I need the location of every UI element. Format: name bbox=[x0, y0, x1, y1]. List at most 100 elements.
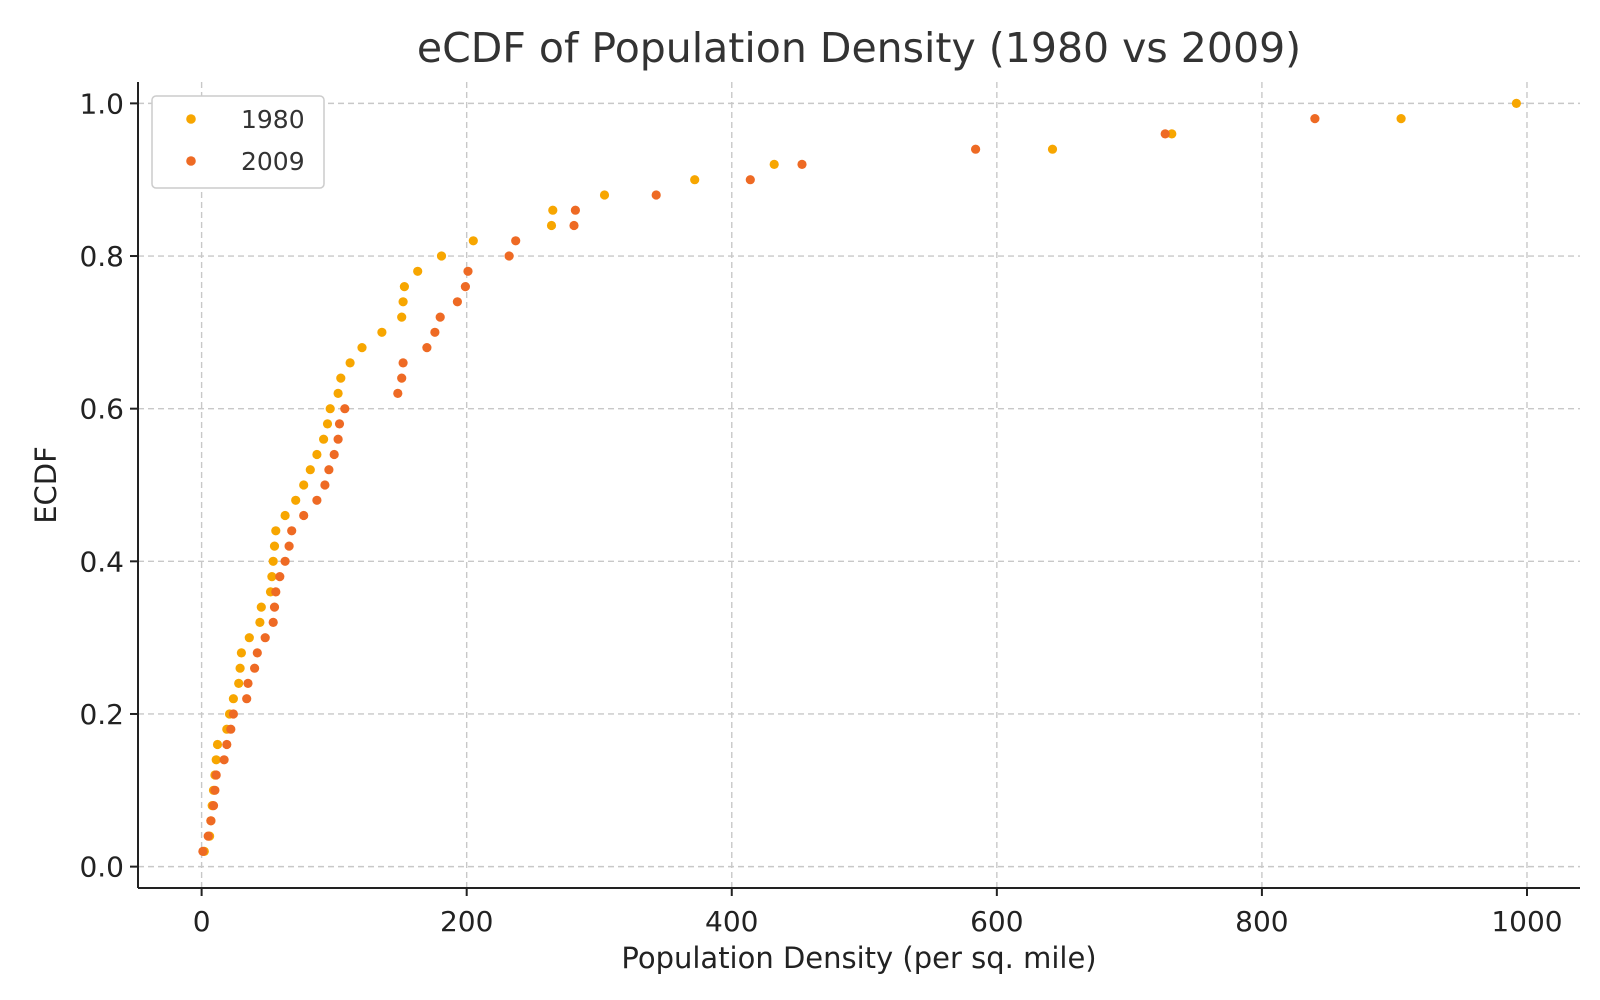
data-point-2009 bbox=[393, 388, 403, 398]
data-point-2009 bbox=[275, 572, 285, 582]
legend: 1980 2009 bbox=[151, 95, 325, 189]
data-points bbox=[198, 98, 1521, 857]
data-point-2009 bbox=[745, 175, 755, 185]
data-point-2009 bbox=[271, 587, 281, 597]
data-point-1980 bbox=[1167, 129, 1177, 139]
data-point-2009 bbox=[460, 282, 470, 292]
data-point-1980 bbox=[236, 648, 246, 658]
data-point-2009 bbox=[333, 434, 343, 444]
data-point-1980 bbox=[234, 678, 244, 689]
y-tick-label: 1.0 bbox=[79, 87, 124, 120]
data-point-1980 bbox=[1047, 144, 1058, 154]
y-axis-label: ECDF bbox=[29, 446, 63, 524]
data-point-1980 bbox=[325, 404, 335, 414]
x-tick-label: 1000 bbox=[1491, 905, 1562, 938]
data-point-1980 bbox=[228, 694, 238, 704]
data-point-2009 bbox=[435, 312, 445, 322]
y-tick-label: 0.4 bbox=[79, 545, 124, 578]
data-point-1980 bbox=[319, 434, 329, 444]
data-point-1980 bbox=[690, 175, 700, 185]
data-point-2009 bbox=[1160, 129, 1170, 139]
data-point-2009 bbox=[452, 297, 462, 307]
data-point-2009 bbox=[242, 694, 252, 704]
data-point-2009 bbox=[287, 526, 297, 536]
data-point-2009 bbox=[312, 495, 322, 505]
y-tick-label: 0.6 bbox=[79, 393, 124, 426]
y-tick-label: 0.0 bbox=[79, 851, 124, 884]
data-point-2009 bbox=[1310, 114, 1320, 124]
data-point-2009 bbox=[463, 266, 473, 276]
data-point-1980 bbox=[211, 755, 221, 765]
legend-label-1980: 1980 bbox=[241, 105, 305, 134]
data-point-2009 bbox=[268, 617, 278, 628]
data-point-2009 bbox=[203, 831, 213, 841]
data-point-2009 bbox=[299, 510, 309, 521]
data-point-1980 bbox=[413, 266, 423, 276]
data-point-1980 bbox=[235, 663, 245, 673]
data-point-1980 bbox=[299, 480, 309, 490]
data-point-1980 bbox=[468, 236, 478, 246]
data-point-1980 bbox=[305, 465, 315, 475]
data-point-2009 bbox=[228, 709, 238, 719]
data-point-1980 bbox=[398, 297, 408, 307]
y-tick-label: 0.2 bbox=[79, 698, 124, 731]
data-point-2009 bbox=[340, 404, 350, 414]
legend-marker-1980 bbox=[186, 114, 196, 124]
data-point-1980 bbox=[312, 449, 322, 460]
data-point-2009 bbox=[198, 846, 208, 857]
data-point-1980 bbox=[1396, 114, 1406, 124]
data-point-2009 bbox=[219, 755, 229, 765]
axes bbox=[137, 82, 1580, 889]
data-point-2009 bbox=[206, 816, 216, 826]
data-point-1980 bbox=[322, 419, 333, 429]
data-point-2009 bbox=[422, 343, 432, 353]
chart-title: eCDF of Population Density (1980 vs 2009… bbox=[417, 24, 1301, 72]
data-point-1980 bbox=[291, 495, 301, 505]
data-point-2009 bbox=[511, 236, 521, 246]
data-point-2009 bbox=[329, 449, 339, 460]
data-point-1980 bbox=[280, 510, 290, 521]
data-point-1980 bbox=[397, 312, 407, 322]
x-tick-label: 200 bbox=[440, 905, 493, 938]
data-point-1980 bbox=[268, 556, 278, 566]
y-tick-label: 0.8 bbox=[79, 240, 124, 273]
data-point-1980 bbox=[271, 526, 281, 536]
data-point-1980 bbox=[244, 633, 254, 643]
data-point-2009 bbox=[651, 190, 661, 200]
data-point-2009 bbox=[334, 419, 345, 429]
data-point-2009 bbox=[222, 739, 232, 750]
legend-marker-2009 bbox=[186, 156, 196, 166]
data-point-2009 bbox=[430, 327, 440, 337]
data-point-1980 bbox=[269, 541, 280, 551]
data-point-1980 bbox=[336, 373, 346, 383]
legend-label-2009: 2009 bbox=[241, 147, 305, 176]
x-tick-label: 600 bbox=[970, 905, 1023, 938]
data-point-2009 bbox=[504, 251, 514, 261]
data-point-1980 bbox=[546, 220, 557, 231]
data-point-1980 bbox=[436, 251, 447, 261]
data-point-2009 bbox=[324, 465, 334, 475]
data-point-1980 bbox=[345, 358, 355, 368]
data-point-2009 bbox=[211, 770, 221, 780]
data-point-2009 bbox=[284, 541, 294, 551]
ticks: 0 200 400 600 800 1000 0.0 0.2 0.4 0.6 0.8 1.0 bbox=[79, 87, 1562, 938]
x-axis-label: Population Density (per sq. mile) bbox=[621, 941, 1096, 975]
grid bbox=[138, 82, 1580, 888]
data-point-2009 bbox=[226, 724, 236, 734]
data-point-2009 bbox=[280, 556, 290, 566]
data-point-1980 bbox=[333, 388, 343, 398]
data-point-1980 bbox=[267, 572, 277, 582]
data-point-2009 bbox=[397, 373, 407, 383]
data-point-2009 bbox=[569, 220, 579, 231]
data-point-1980 bbox=[357, 343, 367, 353]
data-point-2009 bbox=[252, 648, 262, 658]
data-point-1980 bbox=[255, 617, 265, 628]
x-tick-label: 0 bbox=[193, 905, 211, 938]
x-tick-label: 400 bbox=[705, 905, 758, 938]
data-point-1980 bbox=[256, 602, 266, 612]
data-point-1980 bbox=[212, 739, 223, 750]
data-point-2009 bbox=[250, 663, 260, 673]
data-point-1980 bbox=[599, 190, 610, 200]
data-point-2009 bbox=[210, 785, 220, 795]
